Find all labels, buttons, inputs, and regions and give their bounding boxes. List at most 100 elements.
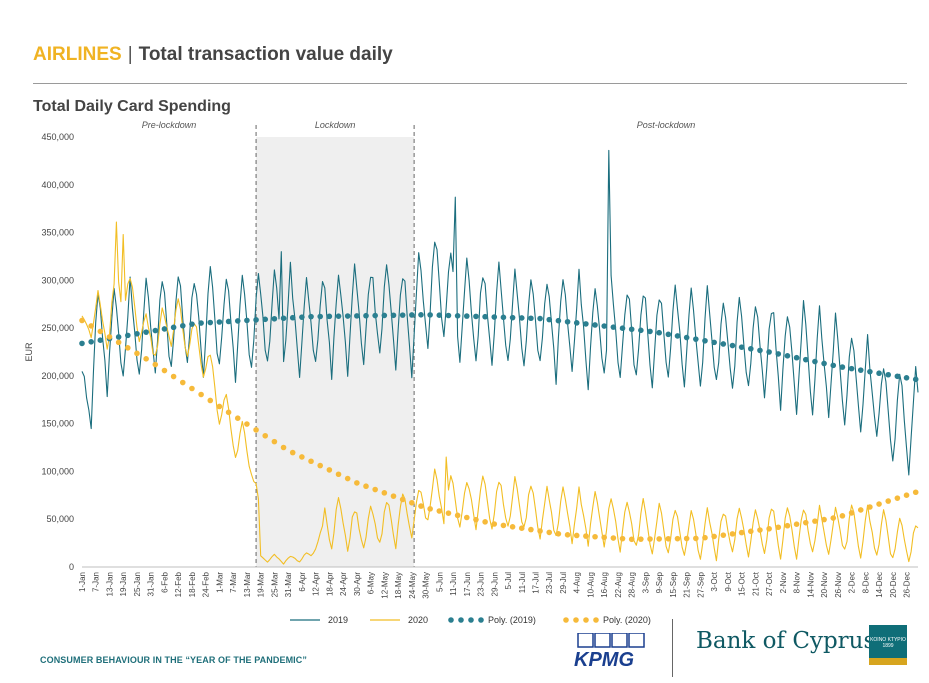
seal-text: KOINO KTYPIO 1899	[870, 637, 906, 649]
trend-point	[738, 529, 745, 536]
trend-point	[693, 336, 699, 342]
x-tick-label: 3-Sep	[641, 571, 650, 593]
trend-point	[876, 501, 882, 507]
legend-swatch	[593, 617, 599, 623]
x-tick-label: 24-May	[408, 572, 417, 599]
trend-point	[207, 319, 214, 326]
x-tick-label: 12-Apr	[312, 572, 321, 596]
trend-point	[225, 318, 232, 325]
trend-point	[473, 516, 479, 523]
trend-point	[894, 495, 901, 501]
trend-point	[363, 312, 369, 319]
x-tick-label: 10-Aug	[586, 572, 595, 598]
x-tick-label: 25-Jan	[133, 572, 142, 596]
x-tick-label: 1-Mar	[215, 572, 224, 593]
y-tick-label: 400,000	[41, 180, 74, 190]
x-tick-label: 19-Mar	[257, 572, 266, 598]
legend-swatch	[468, 617, 474, 623]
trend-point	[738, 344, 745, 350]
trend-point	[271, 438, 278, 445]
y-tick-label: 0	[69, 562, 74, 572]
trend-point	[79, 340, 85, 347]
x-tick-label: 6-Apr	[298, 572, 307, 592]
header-separator: |	[127, 44, 133, 65]
trend-point	[619, 535, 626, 542]
trend-point	[500, 314, 507, 321]
legend-label: 2019	[328, 615, 348, 625]
header-divider	[33, 83, 907, 84]
trend-point	[299, 454, 305, 460]
trend-point	[198, 391, 204, 398]
trend-point	[280, 444, 287, 451]
trend-point	[372, 486, 378, 493]
legend-swatch	[458, 617, 464, 623]
trend-point	[555, 317, 562, 324]
y-tick-label: 100,000	[41, 466, 74, 476]
trend-point	[354, 313, 360, 319]
trend-point	[656, 329, 662, 336]
trend-point	[793, 521, 800, 527]
trend-point	[775, 351, 782, 357]
y-axis-label: EUR	[24, 342, 34, 362]
trend-point	[179, 322, 186, 329]
trend-point	[812, 518, 818, 524]
trend-point	[757, 527, 763, 533]
trend-point	[436, 312, 443, 318]
x-tick-label: 27-Oct	[765, 571, 774, 596]
x-tick-label: 14-Nov	[806, 572, 815, 598]
trend-point	[912, 489, 919, 496]
trend-point	[903, 492, 910, 498]
trend-point	[326, 313, 333, 320]
chart-title: Total Daily Card Spending	[33, 98, 231, 115]
trend-point	[427, 312, 433, 318]
trend-point	[784, 522, 791, 529]
x-tick-label: 17-Jun	[463, 572, 472, 596]
trend-point	[592, 322, 598, 328]
trend-point	[848, 365, 855, 372]
trend-point	[372, 312, 378, 319]
y-tick-label: 300,000	[41, 275, 74, 285]
lockdown-shading	[256, 137, 415, 567]
trend-point	[198, 320, 204, 326]
x-tick-label: 21-Sep	[683, 571, 692, 597]
trend-point	[335, 471, 342, 478]
trend-point	[665, 535, 672, 542]
trend-point	[473, 313, 479, 320]
x-tick-label: 6-May	[367, 572, 376, 594]
period-label: Lockdown	[315, 120, 356, 130]
trend-point	[528, 526, 534, 533]
x-tick-label: 8-Nov	[793, 572, 802, 593]
x-tick-label: 18-May	[394, 572, 403, 599]
x-tick-label: 12-Feb	[174, 571, 183, 597]
trend-point	[573, 320, 580, 326]
trend-point	[821, 360, 827, 367]
trend-point	[711, 533, 717, 540]
legend-swatch	[448, 617, 454, 623]
x-tick-label: 11-Jun	[449, 572, 458, 596]
trend-point	[390, 312, 397, 319]
x-tick-label: 4-Aug	[573, 572, 582, 593]
trend-point	[143, 356, 149, 362]
x-tick-label: 29-Jul	[559, 572, 568, 594]
x-tick-label: 8-Dec	[861, 572, 870, 593]
trend-point	[546, 316, 553, 323]
x-tick-label: 5-Jul	[504, 572, 513, 590]
x-tick-label: 9-Sep	[655, 571, 664, 593]
trend-point	[720, 532, 727, 538]
x-tick-label: 11-Jul	[518, 572, 527, 593]
trend-point	[830, 362, 837, 369]
trend-point	[454, 512, 461, 519]
trend-point	[445, 510, 452, 516]
trend-point	[463, 313, 470, 319]
trend-point	[491, 521, 498, 527]
trend-point	[161, 326, 168, 332]
trend-point	[885, 371, 892, 378]
trend-point	[583, 533, 589, 539]
trend-point	[115, 339, 122, 346]
x-tick-label: 20-Dec	[889, 572, 898, 598]
trend-point	[711, 339, 717, 346]
x-tick-label: 28-Aug	[628, 572, 637, 598]
x-tick-label: 6-Feb	[160, 571, 169, 592]
kpmg-wordmark: KPMG	[574, 649, 634, 669]
